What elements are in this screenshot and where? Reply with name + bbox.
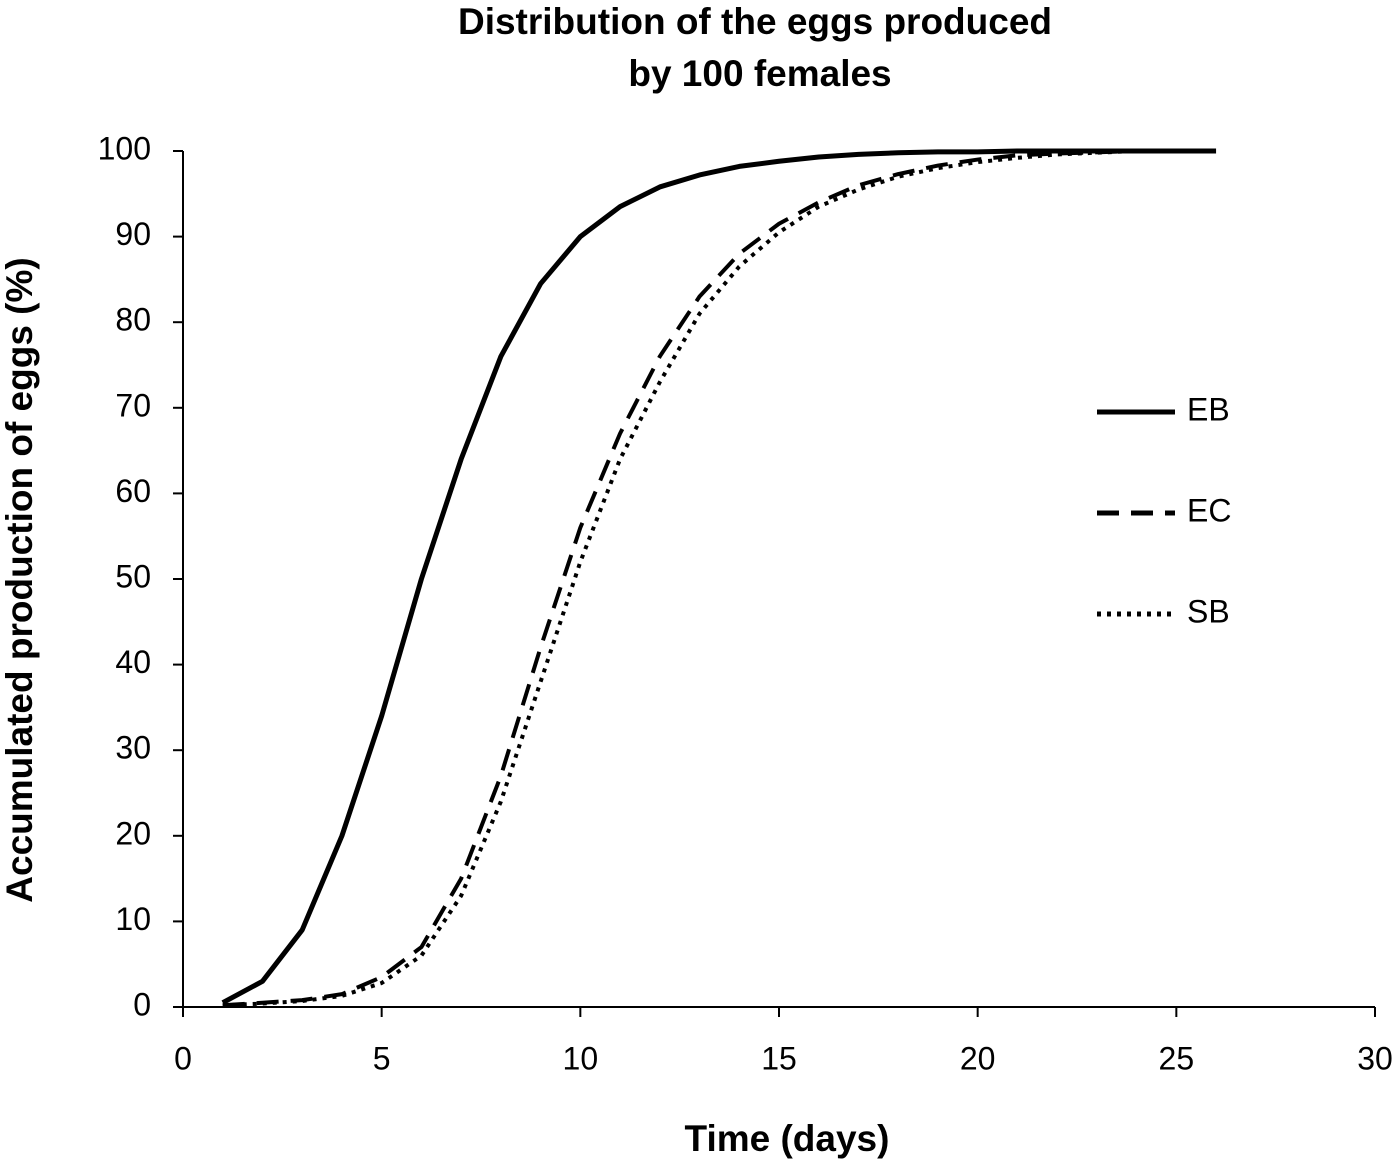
x-tick-label: 0: [174, 1040, 192, 1076]
y-tick-label: 60: [115, 473, 151, 509]
y-tick-label: 90: [115, 216, 151, 252]
x-tick-label: 25: [1159, 1040, 1195, 1076]
y-tick-label: 80: [115, 302, 151, 338]
x-tick-label: 20: [960, 1040, 996, 1076]
chart-title: by 100 females: [628, 53, 891, 94]
y-tick-label: 10: [115, 901, 151, 937]
legend-label: EC: [1187, 492, 1231, 528]
x-tick-label: 30: [1357, 1040, 1393, 1076]
y-tick-label: 40: [115, 644, 151, 680]
y-tick-label: 20: [115, 815, 151, 851]
chart-title: Distribution of the eggs produced: [458, 1, 1052, 42]
series-line: [221, 148, 1217, 1005]
y-tick-label: 50: [115, 558, 151, 594]
series-line: [222, 149, 1137, 1008]
series-line: [222, 149, 1137, 1008]
legend-label: SB: [1187, 593, 1230, 629]
legend-label: EB: [1187, 391, 1230, 427]
x-axis-label: Time (days): [685, 1118, 890, 1159]
y-tick-label: 70: [115, 387, 151, 423]
x-tick-label: 5: [373, 1040, 391, 1076]
y-tick-label: 0: [133, 986, 151, 1022]
y-axis-label: Accumulated production of eggs (%): [0, 257, 40, 902]
x-tick-label: 15: [761, 1040, 797, 1076]
y-tick-label: 100: [98, 130, 151, 166]
x-tick-label: 10: [563, 1040, 599, 1076]
y-tick-label: 30: [115, 730, 151, 766]
